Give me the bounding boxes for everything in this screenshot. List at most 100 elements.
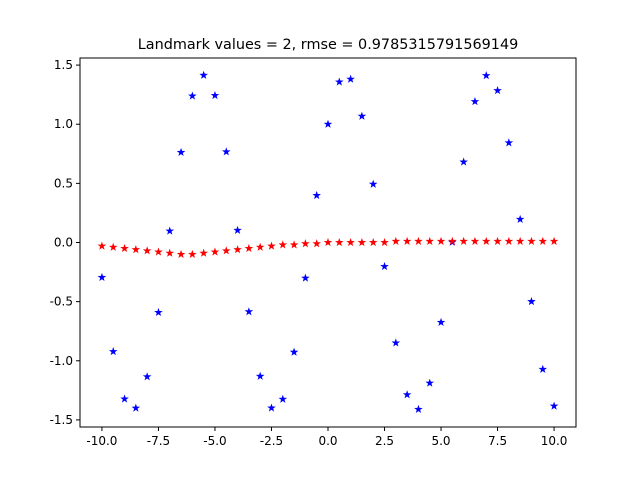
point — [165, 226, 175, 235]
point — [210, 90, 220, 100]
x-tick-label: 10.0 — [541, 434, 568, 448]
point — [402, 236, 412, 245]
point — [312, 190, 321, 200]
point — [425, 378, 435, 387]
point — [199, 70, 208, 79]
point — [312, 239, 321, 248]
point — [425, 236, 435, 245]
point — [244, 307, 254, 316]
point — [459, 157, 468, 166]
x-tick-label: -2.5 — [260, 434, 283, 448]
point — [414, 236, 423, 245]
point — [414, 404, 423, 414]
point — [233, 225, 242, 234]
point — [470, 97, 480, 106]
y-tick-label: 1.0 — [54, 117, 73, 131]
point — [221, 147, 231, 156]
point — [267, 403, 276, 412]
point — [188, 91, 197, 100]
point — [255, 242, 265, 251]
point — [538, 236, 548, 245]
point — [154, 247, 163, 256]
point — [380, 238, 389, 247]
chart-title: Landmark values = 2, rmse = 0.9785315791… — [138, 37, 519, 53]
point — [504, 138, 514, 147]
point — [527, 236, 536, 245]
point — [368, 238, 378, 247]
point — [120, 243, 129, 253]
point — [515, 236, 525, 245]
point — [357, 111, 367, 120]
point — [335, 77, 344, 86]
point — [278, 240, 288, 249]
x-tick-label: 0.0 — [318, 434, 337, 448]
point — [323, 238, 333, 247]
point — [323, 119, 333, 128]
y-tick-label: -1.0 — [50, 354, 73, 368]
point — [481, 236, 491, 245]
x-tick-label: 2.5 — [375, 434, 394, 448]
point — [108, 242, 118, 251]
point — [301, 239, 310, 248]
point — [549, 401, 559, 410]
point — [459, 236, 468, 245]
x-tick-label: 5.0 — [431, 434, 450, 448]
point — [221, 246, 231, 255]
point — [470, 236, 480, 245]
point — [301, 273, 310, 282]
point — [436, 317, 446, 326]
point — [210, 247, 220, 256]
point — [154, 307, 163, 317]
point — [380, 262, 389, 271]
point — [131, 403, 141, 412]
point — [448, 236, 457, 245]
point — [176, 147, 186, 157]
point — [527, 297, 536, 306]
point — [131, 245, 141, 254]
point — [233, 245, 242, 254]
point — [402, 390, 412, 399]
x-tick-label: -10.0 — [86, 434, 117, 448]
y-tick-label: 0.5 — [54, 176, 73, 190]
point — [108, 347, 118, 356]
point — [199, 248, 208, 257]
x-tick-label: 7.5 — [488, 434, 507, 448]
point — [538, 364, 548, 373]
point — [289, 240, 299, 249]
point — [188, 249, 197, 258]
y-tick-label: 1.5 — [54, 58, 73, 72]
point — [391, 236, 401, 245]
y-tick-label: 0.0 — [54, 236, 73, 250]
point — [255, 371, 265, 380]
point — [515, 214, 525, 223]
point — [481, 71, 491, 80]
point — [120, 394, 129, 403]
point — [278, 394, 288, 403]
point — [267, 241, 276, 250]
point — [97, 241, 107, 250]
point — [391, 338, 401, 347]
point — [346, 238, 355, 247]
point — [335, 238, 344, 247]
point — [368, 179, 378, 188]
point — [549, 236, 559, 245]
point — [142, 372, 152, 381]
point — [357, 238, 367, 247]
point — [244, 243, 254, 253]
point — [165, 248, 175, 257]
x-tick-label: -5.0 — [203, 434, 226, 448]
point — [97, 272, 107, 282]
x-tick-label: -7.5 — [147, 434, 170, 448]
point — [142, 246, 152, 255]
point — [346, 74, 355, 83]
y-tick-label: -1.5 — [50, 413, 73, 427]
point — [176, 249, 186, 258]
point — [493, 86, 502, 95]
point — [504, 236, 514, 245]
y-tick-label: -0.5 — [50, 295, 73, 309]
point — [436, 236, 446, 245]
point — [289, 347, 299, 356]
point — [493, 236, 502, 245]
